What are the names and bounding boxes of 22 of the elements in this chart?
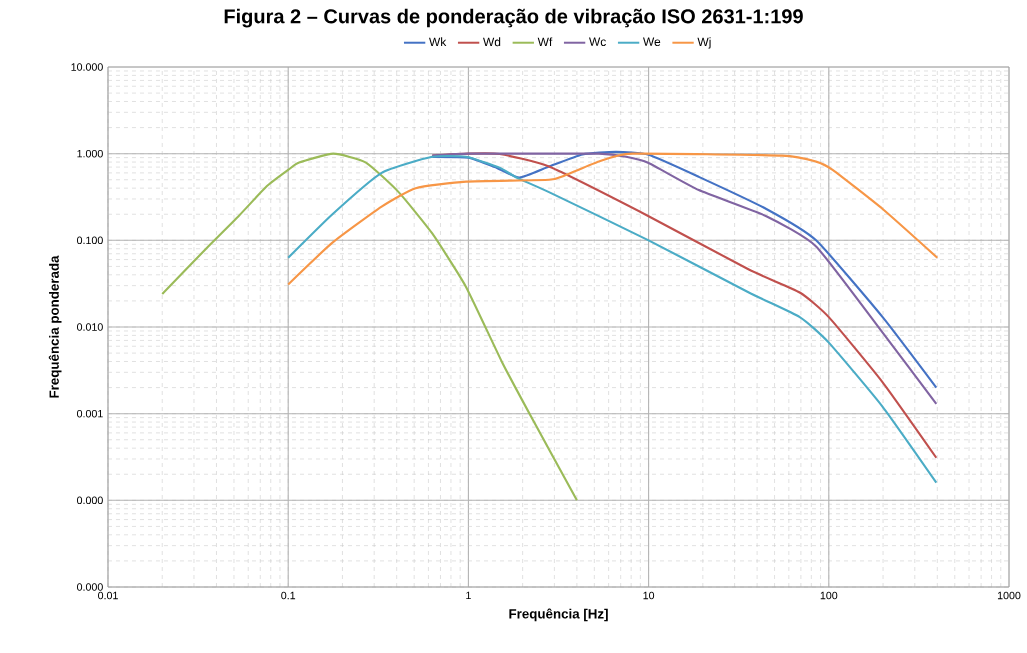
- y-tick-label: 0.000: [77, 496, 103, 505]
- y-tick-label: 0.001: [77, 409, 103, 418]
- x-axis-title: Frequência [Hz]: [509, 608, 608, 622]
- legend-label: Wc: [589, 37, 606, 46]
- legend-label: We: [643, 37, 661, 46]
- legend-label: Wk: [429, 37, 447, 47]
- legend-label: Wd: [483, 37, 501, 47]
- y-tick-label: 0.010: [77, 323, 103, 331]
- y-tick-label: 1.000: [77, 149, 103, 158]
- y-tick-label: 0.100: [77, 236, 103, 245]
- legend-label: Wj: [697, 37, 711, 49]
- legend-label: Wf: [537, 37, 553, 47]
- x-tick-label: 1000: [997, 591, 1021, 600]
- x-tick-label: 0.1: [281, 591, 296, 600]
- x-tick-label: 1: [466, 591, 471, 600]
- y-tick-label: 0.000: [77, 583, 103, 591]
- x-tick-label: 0.01: [98, 591, 118, 600]
- chart-title: Figura 2 – Curvas de ponderação de vibração ISO 2631-1:199: [224, 8, 803, 28]
- x-tick-label: 10: [643, 591, 655, 600]
- y-tick-label: 10.000: [71, 63, 103, 71]
- y-axis-title: Frequência ponderada: [48, 255, 62, 398]
- x-tick-label: 100: [820, 591, 838, 600]
